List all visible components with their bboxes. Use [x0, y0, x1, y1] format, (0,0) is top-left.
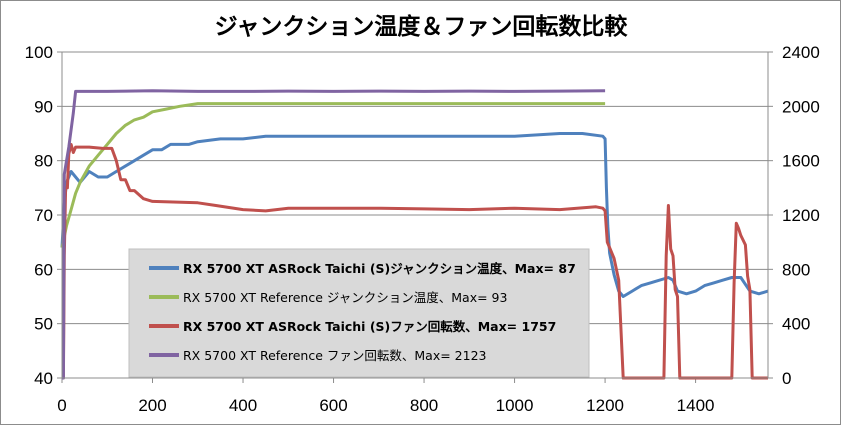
x-tick-label: 200: [138, 396, 166, 415]
y-right-tick-label: 1600: [782, 152, 820, 171]
x-tick-label: 1200: [586, 396, 624, 415]
x-tick-label: 0: [57, 396, 66, 415]
y-right-tick-label: 2400: [782, 43, 820, 62]
y-right-tick-label: 1200: [782, 206, 820, 225]
y-left-tick-label: 60: [34, 260, 53, 279]
legend: RX 5700 XT ASRock Taichi (S)ジャンクション温度、Ma…: [128, 248, 590, 378]
y-right-tick-label: 2000: [782, 97, 820, 116]
x-tick-label: 400: [229, 396, 257, 415]
y-right-tick-label: 800: [782, 260, 810, 279]
y-left-tick-label: 70: [34, 206, 53, 225]
legend-label-1: RX 5700 XT Reference ジャンクション温度、Max= 93: [183, 290, 507, 305]
x-tick-label: 1000: [496, 396, 534, 415]
series-line-1: [60, 102, 606, 248]
series-line-3: [61, 89, 606, 380]
series-lines: [60, 89, 769, 380]
x-tick-label: 1400: [677, 396, 715, 415]
y-right-tick-label: 400: [782, 315, 810, 334]
series-line-0: [60, 132, 769, 298]
chart-title: ジャンクション温度＆ファン回転数比較: [215, 13, 629, 40]
y-left-tick-label: 80: [34, 152, 53, 171]
legend-background: [128, 248, 590, 378]
y-left-tick-label: 90: [34, 97, 53, 116]
y-left-tick-label: 100: [25, 43, 53, 62]
y-left-tick-label: 50: [34, 315, 53, 334]
x-tick-label: 600: [319, 396, 347, 415]
legend-label-2: RX 5700 XT ASRock Taichi (S)ファン回転数、Max= …: [183, 319, 556, 334]
y-left-tick-label: 40: [34, 369, 53, 388]
legend-label-0: RX 5700 XT ASRock Taichi (S)ジャンクション温度、Ma…: [183, 261, 576, 276]
x-tick-label: 800: [410, 396, 438, 415]
plot-border: [61, 51, 769, 379]
y-right-tick-label: 0: [782, 369, 791, 388]
legend-label-3: RX 5700 XT Reference ファン回転数、Max= 2123: [183, 348, 486, 363]
